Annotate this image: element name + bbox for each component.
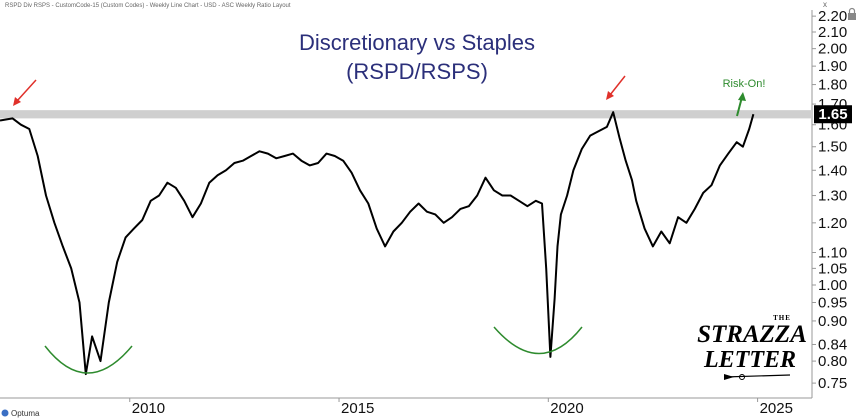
x-tick-label: 2015: [341, 400, 374, 417]
resistance-band: [0, 110, 812, 119]
y-tick-label: 0.95: [818, 295, 847, 312]
y-tick-label: 0.75: [818, 375, 847, 392]
green-arrow-up: [736, 92, 746, 117]
risk-on-label: Risk-On!: [723, 78, 766, 90]
y-tick-label: 2.20: [818, 8, 847, 25]
y-tick-label: 0.80: [818, 353, 847, 370]
y-tick-label: 1.40: [818, 162, 847, 179]
x-axis-ticks: 2010 2015 2020 2025: [129, 398, 793, 417]
y-tick-label: 1.90: [818, 58, 847, 75]
last-value-marker: 1.65: [814, 105, 852, 124]
lock-icon[interactable]: [848, 7, 856, 21]
y-tick-label: 0.90: [818, 313, 847, 330]
red-arrow-right: [606, 75, 626, 100]
close-icon[interactable]: x: [823, 0, 827, 9]
y-tick-label: 1.30: [818, 188, 847, 205]
x-tick-label: 2025: [760, 400, 793, 417]
pen-icon: [723, 374, 791, 380]
bottom-arc-2020: [493, 326, 583, 355]
y-tick-label: 1.10: [818, 245, 847, 262]
chart-header-info: RSPD Div RSPS - CustomCode-15 (Custom Co…: [5, 3, 291, 9]
last-value-label: 1.65: [818, 106, 847, 123]
logo-line-3: LETTER: [703, 347, 796, 373]
y-tick-label: 1.20: [818, 215, 847, 232]
strazza-letter-logo: THE STRAZZA LETTER: [697, 314, 807, 380]
y-tick-label: 2.10: [818, 24, 847, 41]
optuma-icon: [1, 409, 9, 417]
x-tick-label: 2020: [550, 400, 583, 417]
chart-title: Discretionary vs Staples: [299, 30, 535, 55]
logo-line-1: THE: [773, 314, 791, 322]
optuma-brand: Optuma: [1, 409, 40, 418]
y-tick-label: 1.50: [818, 139, 847, 156]
y-tick-label: 2.00: [818, 41, 847, 58]
red-arrow-left: [13, 79, 37, 106]
bottom-arc-2008: [44, 345, 133, 374]
y-tick-label: 1.00: [818, 277, 847, 294]
y-tick-label: 0.84: [818, 336, 847, 353]
chart-subtitle: (RSPD/RSPS): [346, 59, 488, 84]
y-tick-label: 1.80: [818, 77, 847, 94]
series-line: [0, 111, 755, 376]
y-axis-ticks: 2.202.102.001.901.801.701.601.501.401.30…: [812, 8, 847, 392]
optuma-label: Optuma: [11, 409, 40, 418]
x-tick-label: 2010: [132, 400, 165, 417]
logo-line-2: STRAZZA: [697, 321, 807, 348]
y-tick-label: 1.05: [818, 260, 847, 277]
